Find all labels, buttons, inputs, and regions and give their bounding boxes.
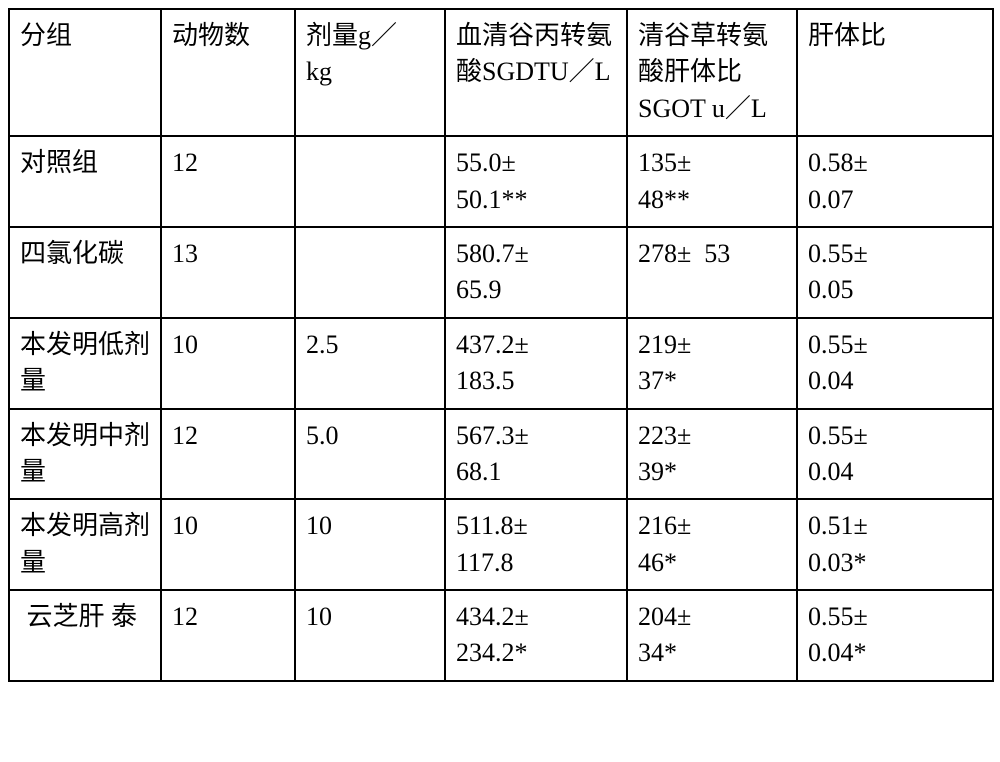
cell-sgdt: 567.3± 68.1 (445, 409, 627, 500)
cell-sgdt: 580.7± 65.9 (445, 227, 627, 318)
cell-group: 四氯化碳 (9, 227, 161, 318)
cell-sgot: 219± 37* (627, 318, 797, 409)
cell-sgot: 204± 34* (627, 590, 797, 681)
cell-group: 本发明高剂量 (9, 499, 161, 590)
table-header-row: 分组 动物数 剂量g／ kg 血清谷丙转氨酸SGDTU／L 清谷草转氨酸肝体比S… (9, 9, 993, 136)
cell-dose: 2.5 (295, 318, 445, 409)
cell-group: 本发明低剂量 (9, 318, 161, 409)
table-row: 本发明低剂量 10 2.5 437.2± 183.5 219± 37* 0.55… (9, 318, 993, 409)
cell-dose (295, 136, 445, 227)
table-row: 本发明高剂量 10 10 511.8± 117.8 216± 46* 0.51±… (9, 499, 993, 590)
cell-sgot: 223± 39* (627, 409, 797, 500)
cell-ratio: 0.55± 0.04 (797, 409, 993, 500)
cell-dose: 10 (295, 590, 445, 681)
cell-ratio: 0.58± 0.07 (797, 136, 993, 227)
header-animals: 动物数 (161, 9, 295, 136)
cell-animals: 10 (161, 318, 295, 409)
cell-sgdt: 511.8± 117.8 (445, 499, 627, 590)
cell-animals: 12 (161, 409, 295, 500)
cell-sgdt: 434.2± 234.2* (445, 590, 627, 681)
cell-ratio: 0.51± 0.03* (797, 499, 993, 590)
header-group: 分组 (9, 9, 161, 136)
header-sgot: 清谷草转氨酸肝体比SGOT u／L (627, 9, 797, 136)
experiment-data-table: 分组 动物数 剂量g／ kg 血清谷丙转氨酸SGDTU／L 清谷草转氨酸肝体比S… (8, 8, 994, 682)
cell-group: 对照组 (9, 136, 161, 227)
cell-ratio: 0.55± 0.04 (797, 318, 993, 409)
cell-dose (295, 227, 445, 318)
cell-dose: 5.0 (295, 409, 445, 500)
table-row: 本发明中剂量 12 5.0 567.3± 68.1 223± 39* 0.55±… (9, 409, 993, 500)
cell-ratio: 0.55± 0.04* (797, 590, 993, 681)
header-sgdt: 血清谷丙转氨酸SGDTU／L (445, 9, 627, 136)
cell-animals: 13 (161, 227, 295, 318)
table-row: 云芝肝 泰 12 10 434.2± 234.2* 204± 34* 0.55±… (9, 590, 993, 681)
table-row: 四氯化碳 13 580.7± 65.9 278± 53 0.55± 0.05 (9, 227, 993, 318)
cell-sgot: 135± 48** (627, 136, 797, 227)
cell-sgdt: 437.2± 183.5 (445, 318, 627, 409)
cell-group: 本发明中剂量 (9, 409, 161, 500)
cell-animals: 10 (161, 499, 295, 590)
cell-sgdt: 55.0± 50.1** (445, 136, 627, 227)
cell-animals: 12 (161, 136, 295, 227)
cell-sgot: 278± 53 (627, 227, 797, 318)
header-ratio: 肝体比 (797, 9, 993, 136)
cell-ratio: 0.55± 0.05 (797, 227, 993, 318)
cell-sgot: 216± 46* (627, 499, 797, 590)
header-dose: 剂量g／ kg (295, 9, 445, 136)
cell-group: 云芝肝 泰 (9, 590, 161, 681)
cell-dose: 10 (295, 499, 445, 590)
cell-animals: 12 (161, 590, 295, 681)
table-row: 对照组 12 55.0± 50.1** 135± 48** 0.58± 0.07 (9, 136, 993, 227)
